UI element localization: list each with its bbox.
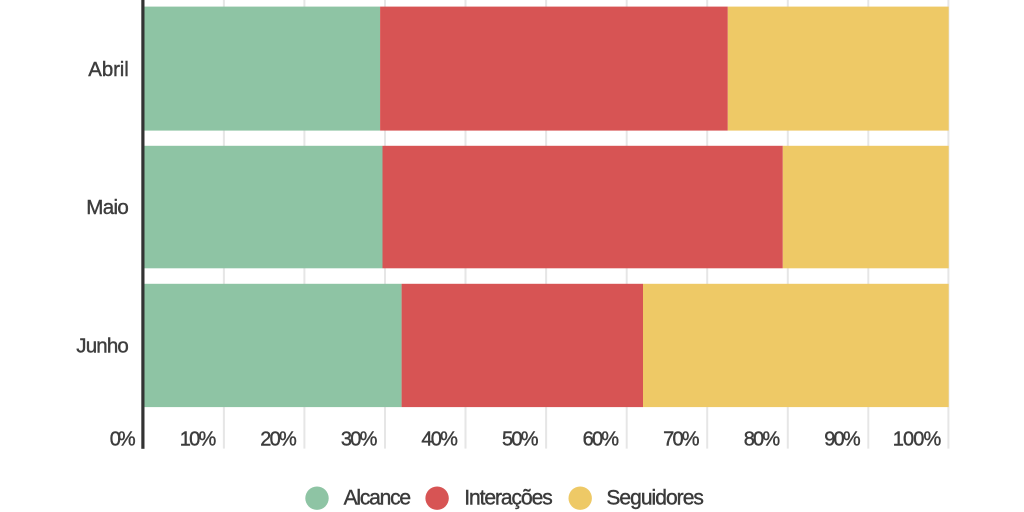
svg-text:Seguidores: Seguidores bbox=[606, 487, 704, 510]
svg-text:30%: 30% bbox=[341, 429, 378, 451]
svg-text:70%: 70% bbox=[663, 429, 700, 451]
svg-text:90%: 90% bbox=[824, 429, 861, 451]
svg-text:60%: 60% bbox=[583, 429, 620, 451]
svg-text:20%: 20% bbox=[260, 429, 297, 451]
svg-text:0%: 0% bbox=[110, 429, 136, 451]
svg-text:Junho: Junho bbox=[76, 334, 129, 357]
svg-text:10%: 10% bbox=[180, 429, 217, 451]
svg-text:Alcance: Alcance bbox=[344, 487, 412, 510]
svg-text:100%: 100% bbox=[893, 429, 942, 451]
svg-text:Maio: Maio bbox=[86, 196, 129, 219]
svg-text:40%: 40% bbox=[421, 429, 458, 451]
svg-text:50%: 50% bbox=[502, 429, 539, 451]
svg-text:Abril: Abril bbox=[88, 58, 129, 81]
svg-text:Interações: Interações bbox=[464, 487, 553, 510]
svg-text:80%: 80% bbox=[744, 429, 781, 451]
